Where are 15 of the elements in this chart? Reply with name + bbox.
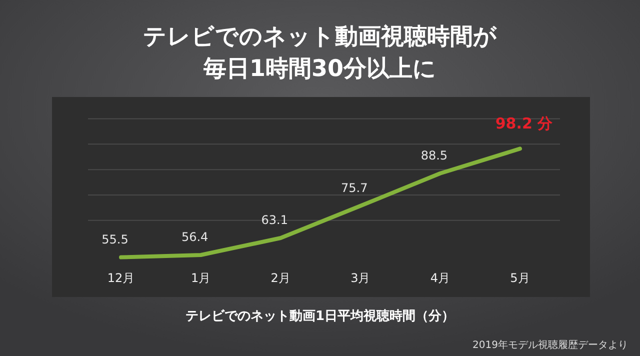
x-tick-label: 1月 — [190, 271, 211, 285]
data-label: 56.4 — [181, 230, 208, 244]
data-label: 75.7 — [341, 180, 368, 195]
x-tick-label: 5月 — [510, 271, 530, 285]
x-tick-label: 3月 — [350, 271, 370, 285]
data-label: 98.2 分 — [495, 114, 554, 133]
text: 2019年モデル視聴履歴データより — [472, 339, 628, 351]
x-tick-label: 4月 — [430, 271, 450, 285]
data-label: 88.5 — [420, 148, 448, 162]
data-label: 55.5 — [102, 232, 128, 246]
chart-title: テレビでのネット動画視聴時間が毎日1時間30分以上に — [143, 24, 497, 82]
x-tick-label: 2月 — [270, 271, 290, 285]
x-axis-title: テレビでのネット動画1日平均視聴時間（分） — [185, 308, 455, 324]
data-label: 63.1 — [261, 212, 288, 227]
x-tick-label: 12月 — [107, 271, 135, 285]
